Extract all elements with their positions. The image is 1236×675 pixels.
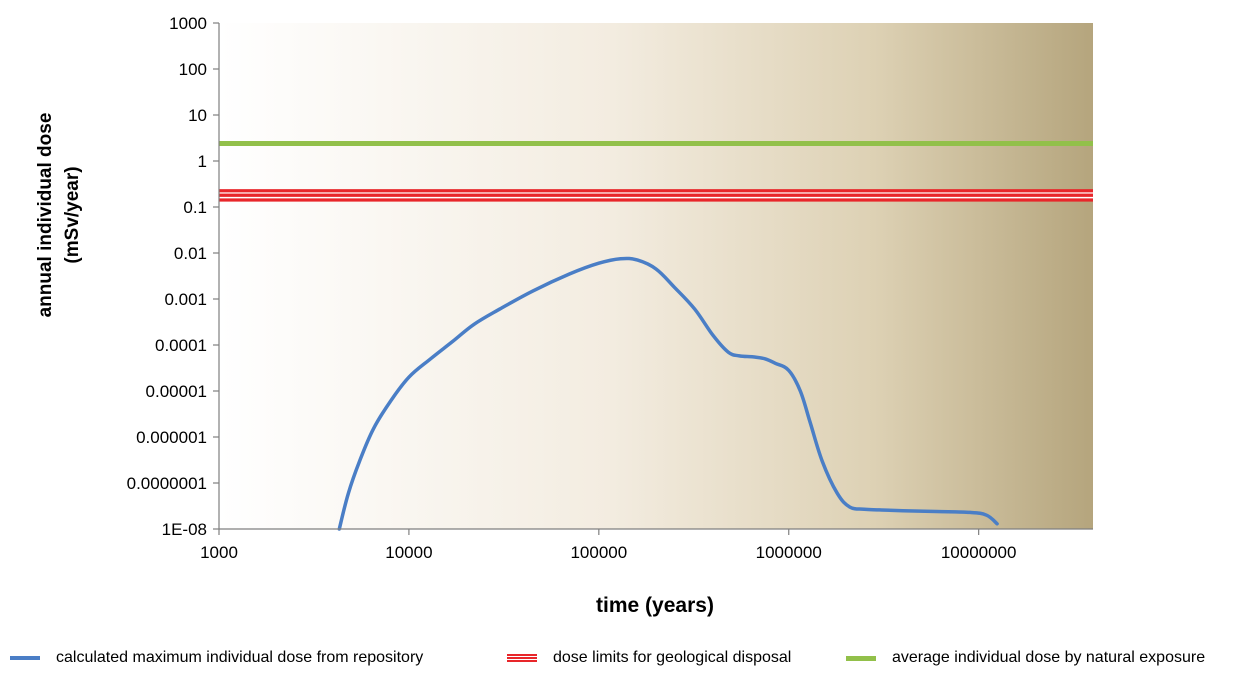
plot-area <box>219 23 1093 529</box>
legend-label: average individual dose by natural expos… <box>892 649 1206 666</box>
y-axis-title: annual individual dose (mSv/year) <box>35 113 83 318</box>
y-tick-label: 1000 <box>169 14 207 33</box>
x-tick-label: 10000 <box>385 543 432 562</box>
y-tick-label: 0.01 <box>174 244 207 263</box>
legend-item-repository-dose: calculated maximum individual dose from … <box>10 649 423 667</box>
y-tick-label: 100 <box>179 60 207 79</box>
legend-swatch-blue <box>10 656 40 660</box>
y-tick-label: 0.1 <box>183 198 207 217</box>
x-tick-label: 100000 <box>570 543 627 562</box>
x-tick-label: 1000000 <box>756 543 822 562</box>
y-tick-label: 0.001 <box>164 290 207 309</box>
y-tick-label: 0.000001 <box>136 428 207 447</box>
y-tick-label: 1E-08 <box>162 520 207 539</box>
x-axis-title: time (years) <box>596 594 714 617</box>
y-tick-label: 0.0001 <box>155 336 207 355</box>
legend-swatch-red <box>507 653 537 663</box>
legend-label: calculated maximum individual dose from … <box>56 649 424 666</box>
y-axis-title-line2: (mSv/year) <box>62 166 83 263</box>
x-tick-label: 1000 <box>200 543 238 562</box>
x-tick-label: 10000000 <box>941 543 1017 562</box>
legend-swatch-green <box>846 655 876 661</box>
legend-label: dose limits for geological disposal <box>553 649 792 666</box>
y-tick-label: 0.00001 <box>146 382 207 401</box>
y-axis-title-line1: annual individual dose <box>35 113 56 318</box>
y-tick-label: 0.0000001 <box>127 474 207 493</box>
legend-item-dose-limits: dose limits for geological disposal <box>507 649 791 667</box>
y-tick-label: 10 <box>188 106 207 125</box>
legend-item-natural-exposure: average individual dose by natural expos… <box>846 649 1205 667</box>
repository-dose-curve <box>337 256 999 531</box>
y-tick-label: 1 <box>198 152 207 171</box>
legend: calculated maximum individual dose from … <box>0 649 1236 673</box>
